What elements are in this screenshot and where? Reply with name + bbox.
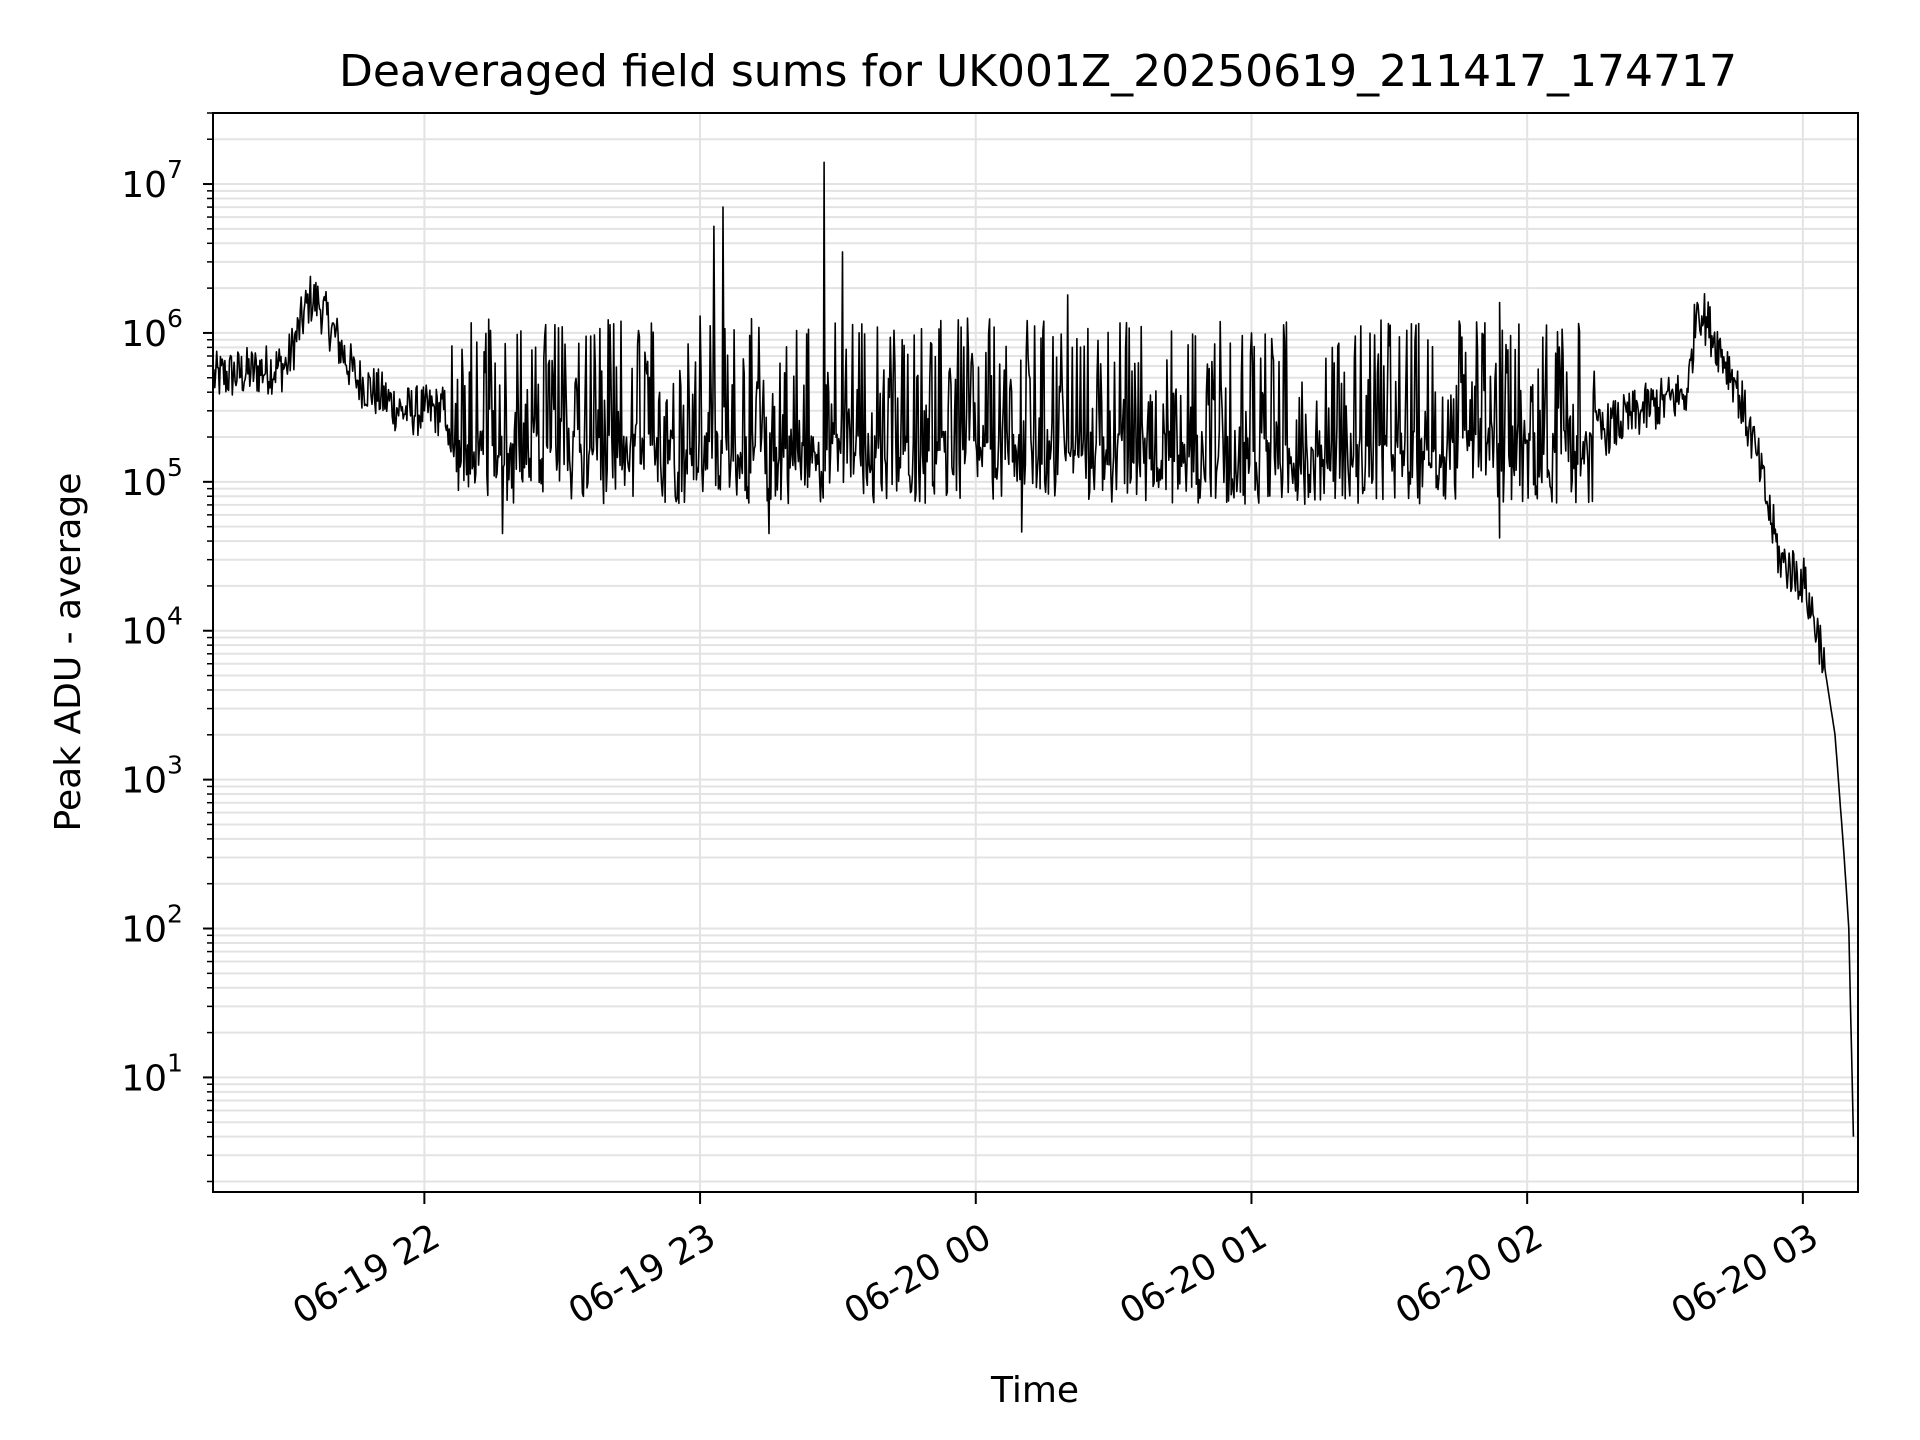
y-axis-label: Peak ADU - average [48,473,89,832]
y-tick-exponent: 3 [167,751,183,780]
y-tick-exponent: 7 [167,155,183,184]
y-tick-label: 10 [121,1058,167,1099]
chart-title: Deaveraged field sums for UK001Z_2025061… [339,46,1737,97]
y-tick-exponent: 5 [167,453,183,482]
y-tick-exponent: 4 [167,602,183,631]
y-tick-label: 10 [121,165,167,206]
y-tick-exponent: 1 [167,1048,183,1077]
plot-frame [212,112,1859,1193]
grid-lines [213,112,1858,1192]
series-line [212,161,1855,1137]
y-tick-label: 10 [121,314,167,355]
y-tick-label: 10 [121,463,167,504]
y-tick-exponent: 6 [167,304,183,333]
y-tick-exponent: 2 [167,900,183,929]
y-tick-label: 10 [121,910,167,951]
x-axis-label: Time [990,1370,1079,1411]
y-tick-label: 10 [121,612,167,653]
y-tick-label: 10 [121,761,167,802]
